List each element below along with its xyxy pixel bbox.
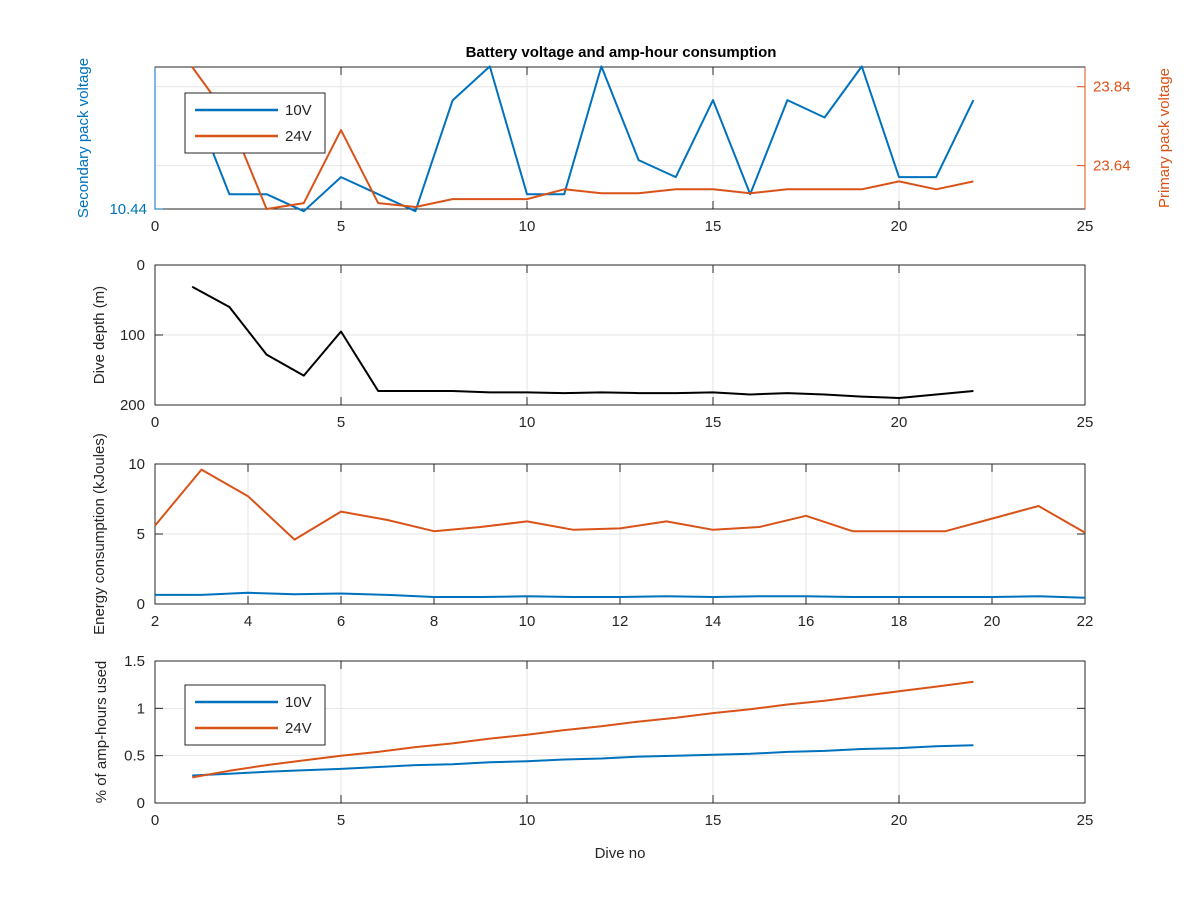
series-line-depth <box>191 285 974 399</box>
x-tick-label: 5 <box>337 218 345 235</box>
x-tick-label: 10 <box>519 613 536 630</box>
left-y-axis-label: Secondary pack voltage <box>75 58 92 218</box>
x-tick-label: 18 <box>891 613 908 630</box>
x-tick-label: 20 <box>891 218 908 235</box>
x-tick-label: 14 <box>705 613 722 630</box>
x-tick-label: 10 <box>519 812 536 829</box>
y-tick-label: 0 <box>137 257 145 274</box>
series-line-24V <box>192 680 974 779</box>
x-tick-label: 22 <box>1077 613 1094 630</box>
legend-box <box>184 92 326 154</box>
series-line-10V <box>155 591 1086 599</box>
y-axis-label: % of amp-hours used <box>93 661 110 804</box>
figure-title: Battery voltage and amp-hour consumption <box>466 44 777 61</box>
y-tick-label: 0 <box>137 596 145 613</box>
x-tick-label: 15 <box>705 218 722 235</box>
x-tick-label: 25 <box>1077 414 1094 431</box>
axes-box <box>154 660 1086 804</box>
x-tick-label: 16 <box>798 613 815 630</box>
legend-label-10V: 10V <box>285 102 312 119</box>
legend: 10V 24V <box>184 684 326 746</box>
x-tick-label: 0 <box>151 812 159 829</box>
y-tick-label: 5 <box>137 526 145 543</box>
chart-panel-4: 0 5 10 15 20 25 0 0.5 1 1.5 % of amp-hours used Div… <box>93 653 1093 862</box>
x-tick-label: 15 <box>705 812 722 829</box>
chart-panel-2: 0 5 10 15 20 25 0 100 200 Dive depth (m) <box>91 257 1093 431</box>
y-tick-label: 0.5 <box>124 748 145 765</box>
y-tick-label: 0 <box>137 795 145 812</box>
right-y-tick-label: 23.64 <box>1093 158 1131 175</box>
x-tick-label: 0 <box>151 218 159 235</box>
x-tick-label: 10 <box>519 414 536 431</box>
x-tick-label: 8 <box>430 613 438 630</box>
x-tick-label: 0 <box>151 414 159 431</box>
legend-box <box>184 684 326 746</box>
left-y-tick-label: 10.44 <box>109 201 147 218</box>
x-tick-label: 15 <box>705 414 722 431</box>
y-tick-label: 10 <box>128 456 145 473</box>
x-tick-label: 10 <box>519 218 536 235</box>
y-tick-label: 200 <box>120 397 145 414</box>
x-tick-label: 20 <box>891 414 908 431</box>
x-tick-label: 4 <box>244 613 252 630</box>
x-tick-label: 5 <box>337 812 345 829</box>
y-tick-label: 1.5 <box>124 653 145 670</box>
x-tick-label: 25 <box>1077 812 1094 829</box>
legend: 10V 24V <box>184 92 326 154</box>
legend-label-10V: 10V <box>285 694 312 711</box>
series-line-24V <box>191 66 974 210</box>
x-axis-label: Dive no <box>595 845 646 862</box>
y-axis-label: Energy consumption (kJoules) <box>91 433 108 635</box>
x-tick-label: 20 <box>891 812 908 829</box>
legend-label-24V: 24V <box>285 720 312 737</box>
right-y-axis-label: Primary pack voltage <box>1156 68 1173 208</box>
x-tick-label: 6 <box>337 613 345 630</box>
y-tick-label: 100 <box>120 327 145 344</box>
y-axis-label: Dive depth (m) <box>91 286 108 384</box>
series-line-10V <box>191 65 975 213</box>
x-tick-label: 5 <box>337 414 345 431</box>
x-tick-label: 20 <box>984 613 1001 630</box>
series-line-24V <box>154 468 1086 541</box>
x-tick-label: 12 <box>612 613 629 630</box>
legend-label-24V: 24V <box>285 128 312 145</box>
chart-panel-3: 2 4 6 8 10 12 14 16 18 20 22 0 5 10 Energy consumption… <box>91 433 1093 635</box>
y-tick-label: 1 <box>137 700 145 717</box>
x-tick-label: 2 <box>151 613 159 630</box>
series-line-10V <box>192 744 974 777</box>
x-tick-label: 25 <box>1077 218 1094 235</box>
chart-panel-1: 0 5 10 15 20 25 10.44 23.64 23.84 Secondary pack … <box>75 58 1173 235</box>
right-y-tick-label: 23.84 <box>1093 79 1131 96</box>
